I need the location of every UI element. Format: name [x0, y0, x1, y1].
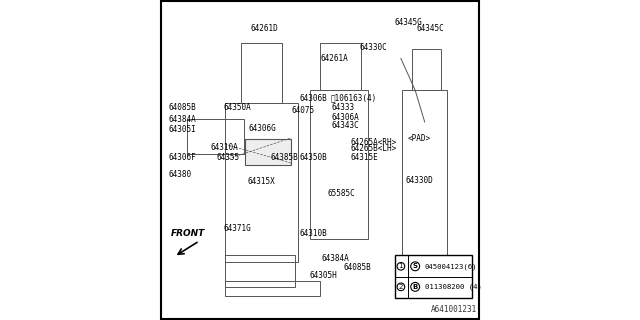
Text: FRONT: FRONT: [172, 229, 205, 238]
Text: 64306G: 64306G: [248, 124, 276, 133]
Text: 2: 2: [399, 284, 403, 290]
Polygon shape: [246, 140, 291, 165]
Text: 64333: 64333: [331, 103, 354, 112]
Bar: [394, 255, 472, 298]
Text: B: B: [413, 284, 418, 290]
Text: 1: 1: [399, 263, 403, 269]
Text: 64315X: 64315X: [247, 177, 275, 186]
Text: 64384A: 64384A: [168, 115, 196, 124]
Text: A641001231: A641001231: [431, 305, 477, 314]
Text: 64355: 64355: [217, 153, 240, 162]
Text: 64315E: 64315E: [351, 153, 378, 162]
Text: 64384A: 64384A: [321, 254, 349, 263]
Text: 64306B: 64306B: [300, 94, 327, 103]
Text: <PAD>: <PAD>: [407, 134, 430, 143]
Text: 64305I: 64305I: [168, 125, 196, 134]
Text: 64085B: 64085B: [168, 103, 196, 112]
Text: 011308200 (4): 011308200 (4): [425, 284, 481, 290]
Text: 64306F: 64306F: [168, 153, 196, 162]
Text: 64305H: 64305H: [310, 271, 337, 280]
Text: 64310B: 64310B: [300, 229, 327, 238]
Text: 64306A: 64306A: [331, 113, 359, 122]
Text: 64343C: 64343C: [331, 121, 359, 130]
Text: 64330D: 64330D: [406, 176, 433, 185]
Text: S: S: [413, 263, 418, 269]
Text: 64261D: 64261D: [250, 24, 278, 33]
Text: 64085B: 64085B: [344, 263, 372, 272]
Text: 64075: 64075: [291, 106, 315, 115]
Text: 64385B: 64385B: [271, 153, 299, 162]
Text: 64265B<LH>: 64265B<LH>: [350, 144, 396, 153]
Text: 64380: 64380: [168, 170, 191, 179]
Text: 65585C: 65585C: [328, 189, 356, 198]
Text: 64345C: 64345C: [417, 24, 445, 33]
Text: 64371G: 64371G: [223, 224, 251, 233]
Text: 64265A<RH>: 64265A<RH>: [350, 138, 396, 147]
Text: 64345G: 64345G: [394, 18, 422, 27]
Text: 64350B: 64350B: [300, 153, 327, 162]
Text: 64330C: 64330C: [360, 43, 387, 52]
Text: 偃106163(4): 偃106163(4): [331, 94, 378, 103]
Text: 64350A: 64350A: [223, 103, 251, 112]
Text: 045004123(6): 045004123(6): [425, 263, 477, 269]
Text: 64261A: 64261A: [320, 54, 348, 63]
Text: 64310A: 64310A: [211, 143, 238, 152]
